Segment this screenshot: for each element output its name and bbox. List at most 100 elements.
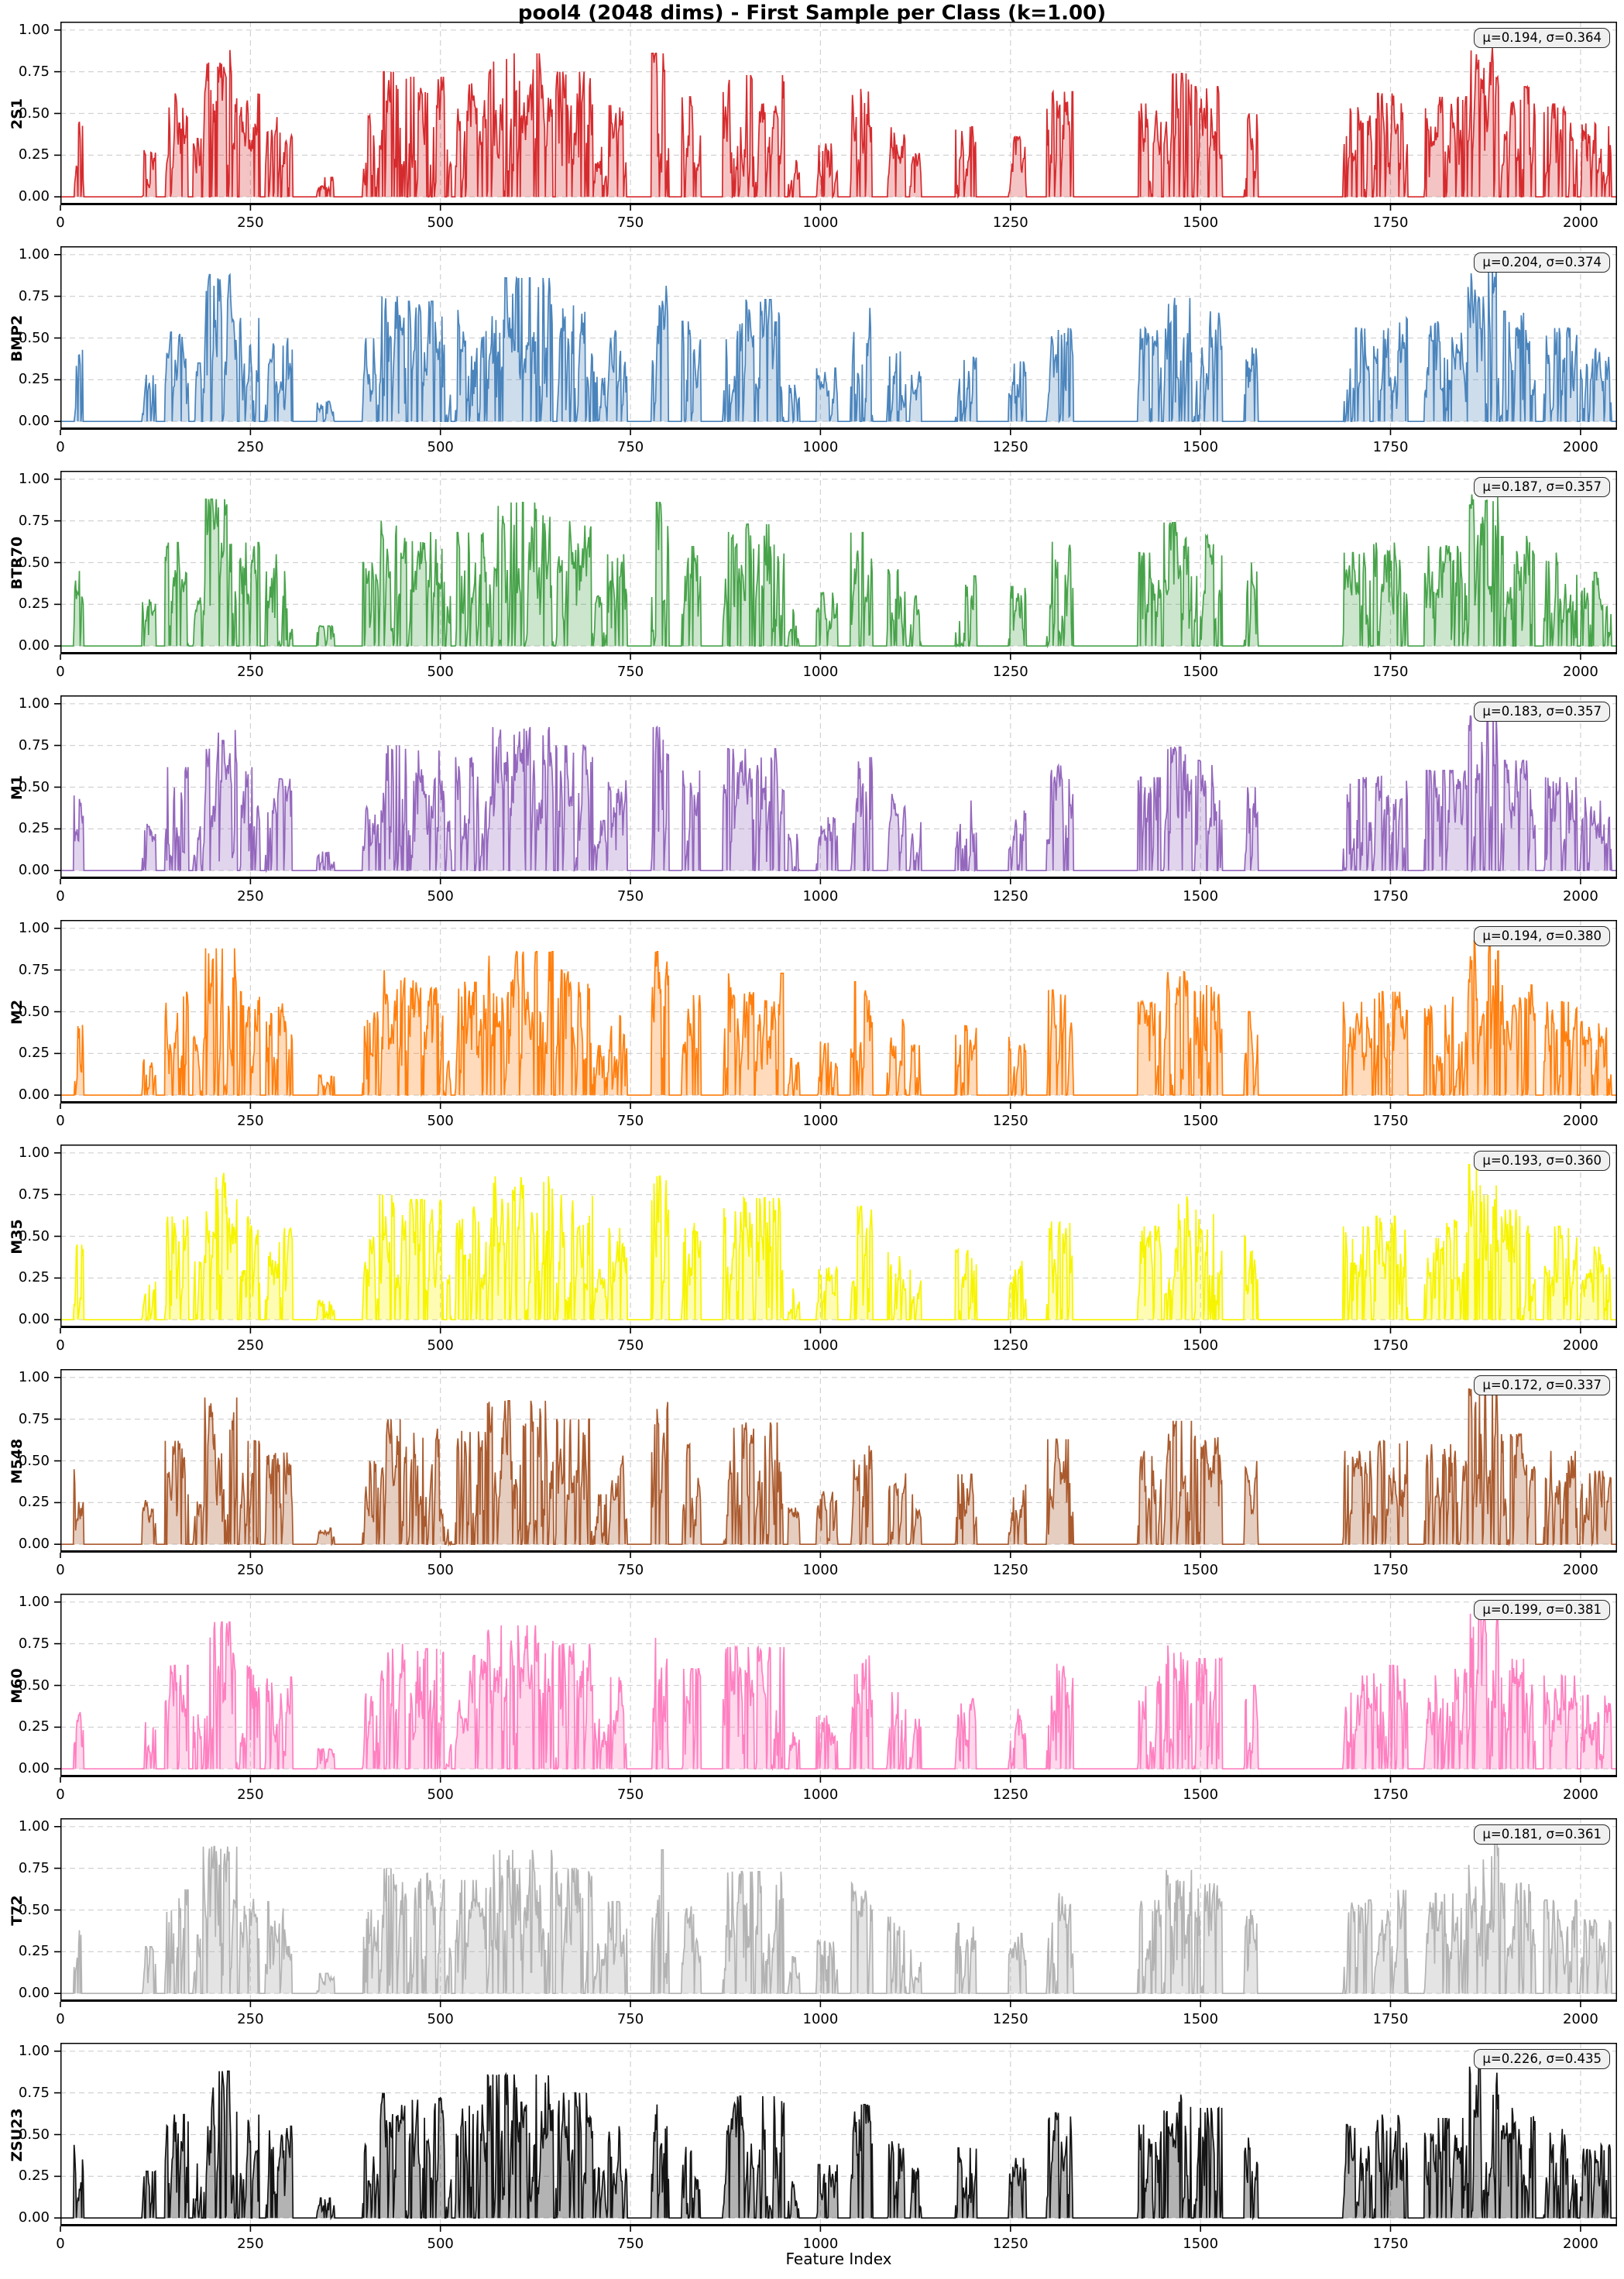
y-tick-label: 1.00: [18, 2042, 50, 2059]
plot-area-M1: [54, 695, 1617, 884]
x-tick-label: 1500: [1183, 2236, 1219, 2252]
x-tick-label: 1250: [992, 888, 1028, 904]
x-tick-label: 1750: [1372, 1113, 1409, 1129]
y-tick-label: 0.50: [18, 1901, 50, 1918]
x-tick-label: 1250: [992, 1562, 1028, 1578]
y-tick-label: 0.00: [18, 1311, 50, 1328]
x-tick-label: 1750: [1372, 664, 1409, 680]
plot-area-M35: [54, 1145, 1617, 1333]
y-tick-label: 0.25: [18, 1269, 50, 1286]
x-tick-label: 1750: [1372, 2011, 1409, 2027]
y-tick-label: 0.00: [18, 1086, 50, 1103]
y-tick-label: 0.00: [18, 862, 50, 879]
x-tick-label: 1000: [802, 1113, 839, 1129]
panel-M548: M548 1.00 0.75 0.50 0.25 0.00 μ=0.172, σ=0.337…: [0, 1369, 1624, 1594]
x-tick-label: 1250: [992, 215, 1028, 231]
x-tick-label: 750: [616, 888, 644, 904]
x-tick-label: 1500: [1183, 1562, 1219, 1578]
x-tick-label: 2000: [1562, 1113, 1598, 1129]
x-tick-label: 1500: [1183, 1113, 1219, 1129]
x-tick-label: 2000: [1562, 1786, 1598, 1803]
y-tick-label: 1.00: [18, 245, 50, 263]
y-tick-label: 1.00: [18, 21, 50, 38]
x-tick-label: 250: [237, 439, 264, 455]
y-tick-label: 0.50: [18, 2126, 50, 2143]
y-tick-label: 0.50: [18, 1677, 50, 1694]
panel-M60: M60 1.00 0.75 0.50 0.25 0.00 μ=0.199, σ=0.381 0…: [0, 1594, 1624, 1818]
x-tick-label: 1500: [1183, 664, 1219, 680]
stats-badge-M35: μ=0.193, σ=0.360: [1474, 1151, 1610, 1171]
y-tick-label: 1.00: [18, 470, 50, 487]
plot-area-M2: [54, 920, 1617, 1109]
x-tick-label: 1250: [992, 1337, 1028, 1354]
x-tick-label: 250: [237, 664, 264, 680]
x-tick-label: 1250: [992, 2236, 1028, 2252]
x-tick-label: 1750: [1372, 2236, 1409, 2252]
x-tick-label: 1250: [992, 1113, 1028, 1129]
x-tick-label: 1000: [802, 2011, 839, 2027]
x-tick-label: 2000: [1562, 888, 1598, 904]
x-tick-label: 1750: [1372, 1786, 1409, 1803]
y-tick-label: 0.00: [18, 1760, 50, 1777]
x-tick-label: 1500: [1183, 888, 1219, 904]
plot-area-T72: [54, 1818, 1617, 2007]
series-line-M35: [60, 1164, 1616, 1323]
y-tick-label: 0.75: [18, 961, 50, 978]
x-tick-label: 750: [616, 439, 644, 455]
x-tick-label: 1000: [802, 1786, 839, 1803]
x-tick-label: 500: [427, 215, 454, 231]
y-tick-label: 0.75: [18, 736, 50, 753]
y-tick-label: 0.75: [18, 63, 50, 80]
x-tick-label: 2000: [1562, 664, 1598, 680]
stats-badge-M60: μ=0.199, σ=0.381: [1474, 1600, 1610, 1620]
stats-badge-BTR70: μ=0.187, σ=0.357: [1474, 477, 1610, 497]
y-tick-label: 0.25: [18, 1943, 50, 1960]
x-tick-label: 250: [237, 2011, 264, 2027]
y-tick-label: 0.75: [18, 512, 50, 529]
y-tick-label: 0.25: [18, 2167, 50, 2185]
x-tick-label: 0: [56, 1113, 65, 1129]
series-line-T72: [60, 1838, 1616, 1996]
x-tick-label: 750: [616, 215, 644, 231]
x-tick-label: 750: [616, 1337, 644, 1354]
y-tick-label: 0.75: [18, 1859, 50, 1876]
x-tick-label: 1000: [802, 664, 839, 680]
y-tick-label: 0.50: [18, 778, 50, 795]
x-tick-label: 250: [237, 215, 264, 231]
x-tick-label: 500: [427, 664, 454, 680]
x-tick-label: 1250: [992, 2011, 1028, 2027]
y-tick-label: 0.50: [18, 1452, 50, 1469]
series-line-BTR70: [60, 494, 1616, 649]
x-tick-label: 1000: [802, 215, 839, 231]
x-tick-label: 2000: [1562, 2236, 1598, 2252]
series-line-M548: [60, 1388, 1616, 1547]
x-tick-label: 2000: [1562, 1562, 1598, 1578]
stats-badge-M2: μ=0.194, σ=0.380: [1474, 926, 1610, 946]
panel-T72: T72 1.00 0.75 0.50 0.25 0.00 μ=0.181, σ=0.361 0…: [0, 1818, 1624, 2043]
x-tick-label: 250: [237, 1113, 264, 1129]
x-tick-label: 1750: [1372, 888, 1409, 904]
x-tick-label: 750: [616, 2236, 644, 2252]
y-tick-label: 0.00: [18, 2209, 50, 2226]
series-line-2S1: [60, 47, 1616, 199]
y-tick-label: 0.00: [18, 637, 50, 654]
x-tick-label: 1750: [1372, 439, 1409, 455]
y-tick-label: 0.00: [18, 1536, 50, 1553]
x-tick-label: 1750: [1372, 1337, 1409, 1354]
x-tick-label: 250: [237, 1786, 264, 1803]
x-tick-label: 2000: [1562, 215, 1598, 231]
panel-BTR70: BTR70 1.00 0.75 0.50 0.25 0.00 μ=0.187, σ=0.35…: [0, 471, 1624, 695]
panel-M1: M1 1.00 0.75 0.50 0.25 0.00 μ=0.183, σ=0.357 0 2…: [0, 695, 1624, 920]
y-tick-label: 0.25: [18, 1718, 50, 1735]
x-tick-label: 1000: [802, 1562, 839, 1578]
x-tick-label: 0: [56, 1786, 65, 1803]
x-tick-label: 750: [616, 1562, 644, 1578]
y-tick-label: 0.50: [18, 1227, 50, 1244]
y-tick-label: 1.00: [18, 1368, 50, 1385]
x-tick-label: 1750: [1372, 1562, 1409, 1578]
y-tick-label: 1.00: [18, 919, 50, 936]
series-line-M60: [60, 1613, 1616, 1771]
x-tick-label: 500: [427, 2236, 454, 2252]
x-tick-label: 250: [237, 1562, 264, 1578]
